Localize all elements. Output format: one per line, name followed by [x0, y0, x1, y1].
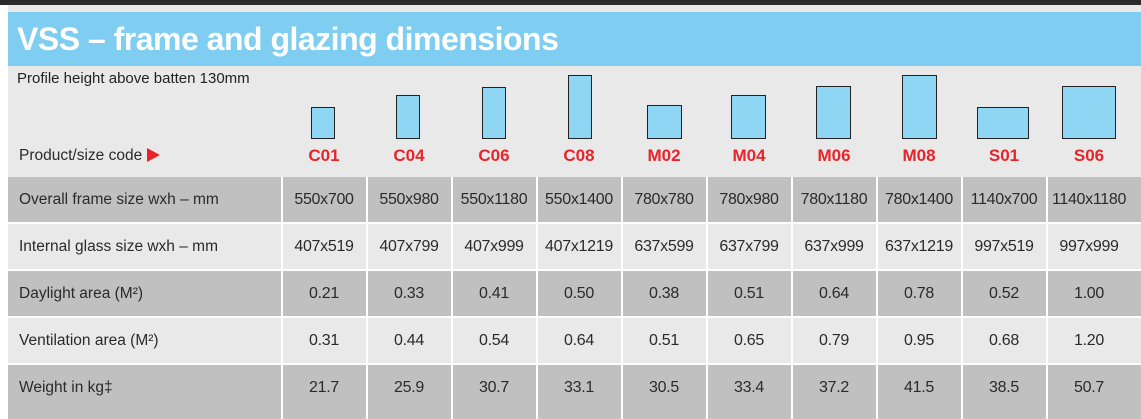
table-cell: 50.7 — [1074, 379, 1104, 396]
table-cell: 0.31 — [309, 332, 339, 349]
table-cell: 637x999 — [804, 238, 864, 255]
row-divider — [8, 269, 1141, 271]
dimensions-table: VSS – frame and glazing dimensions Profi… — [8, 5, 1141, 419]
window-glyph-m08 — [902, 75, 937, 139]
row-divider — [8, 222, 1141, 224]
table-cell: 1.00 — [1074, 285, 1104, 302]
product-code-label-text: Product/size code — [19, 147, 143, 164]
table-cell: 33.1 — [564, 379, 594, 396]
table-cell: 550x1180 — [460, 191, 528, 208]
window-glyph-m02 — [647, 105, 682, 139]
table-cell: 33.4 — [734, 379, 764, 396]
table-cell: 780x1400 — [885, 191, 953, 208]
table-cell: 1.20 — [1074, 332, 1104, 349]
code-m08: M08 — [902, 146, 936, 165]
table-cell: 0.79 — [819, 332, 849, 349]
top-rule — [0, 0, 1141, 5]
table-cell: 0.52 — [989, 285, 1019, 302]
table-cell: 550x700 — [294, 191, 354, 208]
table-row-internal-glass: Internal glass size wxh – mm 407x519 407… — [8, 224, 1141, 271]
table-cell: 780x980 — [719, 191, 779, 208]
table-cell: 21.7 — [309, 379, 339, 396]
window-glyph-c06 — [482, 87, 506, 139]
code-m04: M04 — [732, 146, 766, 165]
table-cell: 38.5 — [989, 379, 1019, 396]
table-cell: 0.95 — [904, 332, 934, 349]
table-row-ventilation-area: Ventilation area (M²) 0.31 0.44 0.54 0.6… — [8, 318, 1141, 365]
table-cell: 997x519 — [974, 238, 1034, 255]
product-code-label: Product/size code — [19, 147, 161, 165]
table-cell: 0.51 — [649, 332, 679, 349]
table-cell: 37.2 — [819, 379, 849, 396]
page-title: VSS – frame and glazing dimensions — [17, 21, 559, 57]
table-cell: 407x999 — [464, 238, 524, 255]
table-cell: 0.50 — [564, 285, 594, 302]
row-label: Weight in kg‡ — [19, 379, 113, 396]
table-cell: 407x519 — [294, 238, 354, 255]
code-m02: M02 — [647, 146, 681, 165]
table-cell: 41.5 — [904, 379, 934, 396]
window-glyph-c01 — [311, 107, 335, 139]
code-c04: C04 — [393, 146, 425, 165]
title-bar: VSS – frame and glazing dimensions — [8, 12, 1141, 66]
table-cell: 997x999 — [1059, 238, 1119, 255]
table-cell: 637x1219 — [885, 238, 953, 255]
table-cell: 0.38 — [649, 285, 679, 302]
table-cell: 30.5 — [649, 379, 679, 396]
row-divider — [8, 316, 1141, 318]
code-c01: C01 — [308, 146, 340, 165]
table-cell: 0.64 — [564, 332, 594, 349]
window-glyph-m04 — [731, 95, 766, 139]
row-label: Internal glass size wxh – mm — [19, 238, 218, 255]
code-s06: S06 — [1073, 146, 1105, 165]
table-cell: 1140x1180 — [1051, 191, 1127, 208]
table-cell: 1140x700 — [970, 191, 1038, 208]
table-row-weight: Weight in kg‡ 21.7 25.9 30.7 33.1 30.5 3… — [8, 365, 1141, 419]
table-cell: 0.41 — [479, 285, 509, 302]
window-glyph-c04 — [396, 95, 420, 139]
window-glyph-m06 — [816, 86, 851, 139]
table-cell: 25.9 — [394, 379, 424, 396]
code-m06: M06 — [817, 146, 851, 165]
window-glyph-c08 — [568, 75, 592, 139]
table-cell: 550x1400 — [545, 191, 613, 208]
window-glyph-s06 — [1062, 86, 1116, 139]
table-cell: 0.64 — [819, 285, 849, 302]
table-row-overall-frame: Overall frame size wxh – mm 550x700 550x… — [8, 177, 1141, 224]
row-label: Daylight area (M²) — [19, 285, 144, 302]
code-c08: C08 — [563, 146, 595, 165]
subtitle: Profile height above batten 130mm — [17, 70, 250, 87]
table-cell: 0.68 — [989, 332, 1019, 349]
table-cell: 780x780 — [634, 191, 694, 208]
row-label: Ventilation area (M²) — [19, 332, 159, 349]
table-cell: 0.33 — [394, 285, 424, 302]
row-label: Overall frame size wxh – mm — [19, 191, 219, 208]
arrow-right-icon — [147, 148, 161, 162]
table-cell: 0.54 — [479, 332, 509, 349]
table-cell: 780x1180 — [800, 191, 868, 208]
table-cell: 0.44 — [394, 332, 424, 349]
table-cell: 637x799 — [719, 238, 779, 255]
window-glyph-s01 — [977, 107, 1029, 139]
table-cell: 0.51 — [734, 285, 764, 302]
table-cell: 0.21 — [309, 285, 339, 302]
code-s01: S01 — [988, 146, 1020, 165]
table-cell: 637x599 — [634, 238, 694, 255]
table-cell: 550x980 — [379, 191, 439, 208]
table-row-daylight-area: Daylight area (M²) 0.21 0.33 0.41 0.50 0… — [8, 271, 1141, 318]
table-cell: 0.78 — [904, 285, 934, 302]
table-cell: 407x1219 — [545, 238, 613, 255]
row-divider — [8, 363, 1141, 365]
table-cell: 30.7 — [479, 379, 509, 396]
table-cell: 0.65 — [734, 332, 764, 349]
code-c06: C06 — [478, 146, 510, 165]
table-cell: 407x799 — [379, 238, 439, 255]
